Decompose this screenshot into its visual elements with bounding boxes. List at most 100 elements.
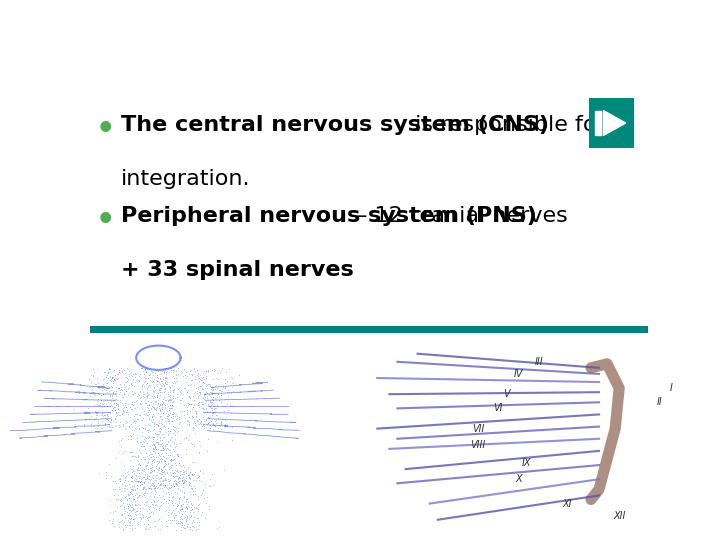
Point [141,474,153,482]
Point [148,474,159,482]
Point [143,446,155,454]
Point [114,501,125,510]
Point [138,407,149,415]
Point [158,478,169,487]
Point [180,434,192,442]
Point [162,388,174,396]
Point [168,468,180,476]
Point [180,465,192,474]
Point [158,452,169,461]
Point [115,501,127,509]
Point [171,389,182,398]
Point [220,384,231,393]
Point [206,389,217,398]
Point [203,390,215,399]
Point [151,382,163,390]
Point [86,370,97,379]
Point [153,491,164,500]
Point [170,440,181,449]
Point [176,512,187,521]
Point [210,417,221,426]
Point [143,414,155,423]
Point [100,383,112,392]
Point [183,400,194,408]
Point [166,496,178,505]
Point [191,407,202,416]
Point [138,393,149,401]
Point [197,373,209,381]
Point [233,370,245,379]
Point [117,393,129,401]
Point [162,390,174,399]
Point [127,448,138,456]
Point [169,510,181,519]
Point [163,474,174,483]
Point [192,507,204,516]
Point [193,472,204,481]
Point [117,419,128,428]
Point [177,390,189,399]
Point [164,450,176,459]
Point [134,517,145,526]
Point [174,466,186,475]
Point [179,468,190,476]
Point [150,505,161,514]
Point [219,422,230,430]
Point [85,411,96,420]
Point [202,418,214,427]
Point [117,525,129,534]
Point [164,441,176,450]
Point [105,472,117,481]
Point [177,478,189,487]
Point [186,411,198,420]
Point [130,415,141,423]
Point [132,472,144,481]
Point [161,454,172,462]
Point [186,458,197,467]
Point [157,403,168,412]
Point [115,471,127,480]
Point [179,520,190,529]
Point [193,518,204,526]
Point [186,476,198,484]
Point [115,384,127,393]
Point [141,497,153,505]
Point [132,517,143,526]
Point [153,422,164,430]
Point [128,398,140,407]
Point [138,483,150,491]
Point [156,479,167,488]
Point [192,504,203,513]
Point [195,397,207,406]
Point [187,402,199,411]
Point [202,401,214,410]
Point [165,417,176,426]
Point [93,394,104,403]
Point [135,510,146,518]
Point [144,482,156,490]
Point [215,418,227,427]
Point [107,422,118,431]
Point [170,369,181,378]
Point [186,483,197,492]
Point [140,373,151,382]
Point [140,487,151,495]
Point [149,483,161,492]
Point [173,477,184,486]
Point [174,417,186,426]
Point [118,502,130,510]
Point [136,428,148,436]
Point [135,480,147,489]
Point [143,383,154,391]
Point [163,479,175,488]
Point [168,410,179,418]
Point [127,467,138,476]
Point [158,482,170,491]
Point [132,394,144,402]
Point [186,414,198,423]
Point [161,412,173,421]
Point [186,470,197,478]
Point [100,473,112,482]
Point [222,406,233,414]
Point [174,406,186,415]
